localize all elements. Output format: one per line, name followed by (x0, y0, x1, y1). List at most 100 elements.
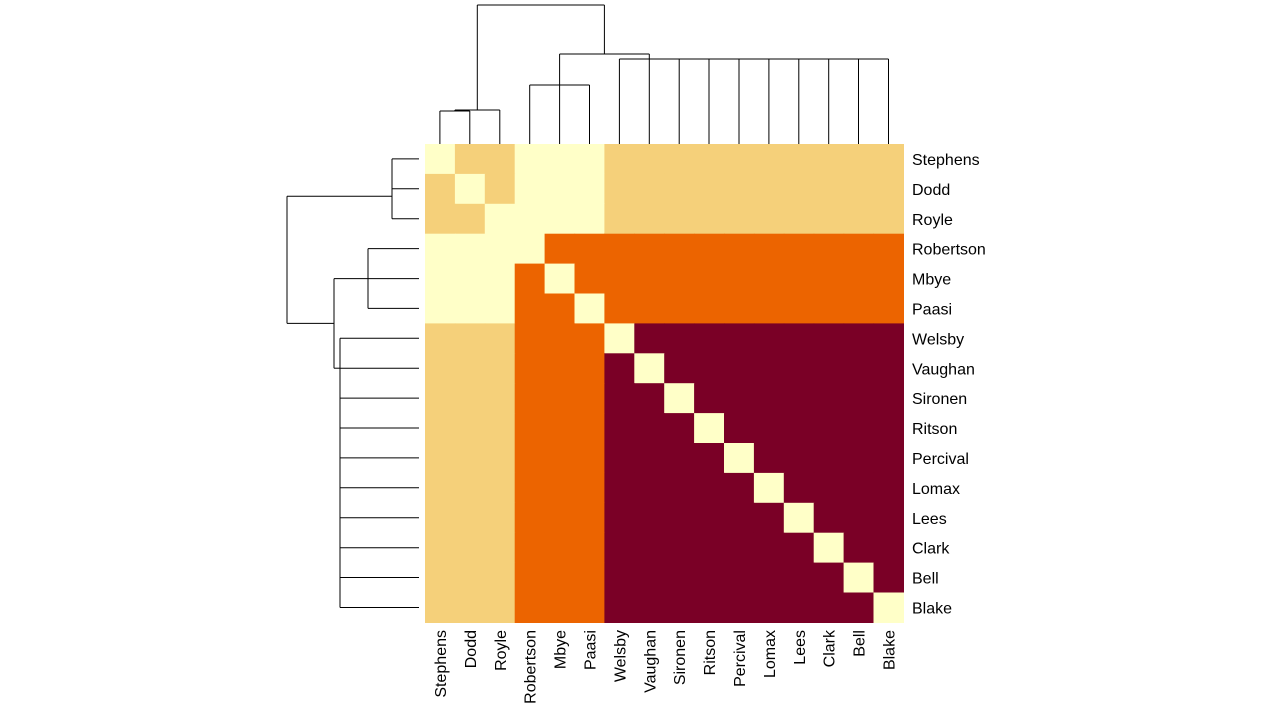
heatmap-cell-welsby-ritson (694, 323, 725, 354)
heatmap-cell-ritson-vaughan (634, 413, 665, 444)
heatmap-cell-paasi-lees (783, 293, 815, 324)
heatmap-cell-percival-dodd (454, 443, 486, 474)
column-label-bell: Bell (852, 630, 869, 657)
heatmap-cell-paasi-blake (873, 293, 904, 324)
heatmap-cell-sironen-bell (843, 383, 875, 414)
heatmap-cell-clark-mbye (544, 532, 576, 564)
heatmap-cell-ritson-sironen (664, 413, 695, 444)
heatmap-cell-dodd-lomax (753, 173, 785, 205)
column-labels: Stephens Dodd Royle Robertson Mbye Paasi Welsb… (433, 629, 899, 704)
heatmap-cell-percival-royle (484, 443, 516, 474)
heatmap-cell-lomax-lomax (753, 472, 785, 504)
heatmap-cell-stephens-welsby (604, 144, 635, 175)
heatmap-cell-percival-clark (813, 443, 845, 474)
heatmap-cell-blake-paasi (574, 592, 605, 623)
heatmap-cell-bell-percival (724, 562, 755, 594)
heatmap-cell-bell-bell (843, 562, 875, 594)
heatmap-cell-welsby-paasi (574, 323, 605, 354)
heatmap-cell-welsby-stephens (425, 323, 456, 354)
heatmap-cell-robertson-royle (484, 233, 516, 265)
row-label-stephens: Stephens (912, 152, 980, 169)
heatmap-cell-paasi-percival (724, 293, 755, 324)
heatmap-cell-paasi-lomax (753, 293, 785, 324)
column-label-vaughan: Vaughan (642, 630, 659, 693)
heatmap-cell-welsby-lomax (753, 323, 785, 354)
heatmap-cell-robertson-dodd (454, 233, 486, 265)
heatmap-cell-dodd-dodd (454, 173, 486, 205)
heatmap-cell-paasi-dodd (454, 293, 486, 324)
heatmap-cell-clark-blake (873, 532, 904, 564)
heatmap-cell-paasi-robertson (514, 293, 546, 324)
heatmap-cell-welsby-clark (813, 323, 845, 354)
heatmap-cell-percival-lomax (753, 443, 785, 474)
heatmap-cell-welsby-dodd (454, 323, 486, 354)
heatmap-cell-vaughan-lees (783, 353, 815, 384)
heatmap-cell-lees-blake (873, 502, 904, 534)
heatmap-cell-stephens-lomax (753, 144, 785, 175)
heatmap-cell-percival-bell (843, 443, 875, 474)
heatmap-cell-percival-blake (873, 443, 904, 474)
column-label-paasi: Paasi (582, 630, 599, 670)
heatmap-cell-sironen-dodd (454, 383, 486, 414)
heatmap-cell-sironen-vaughan (634, 383, 665, 414)
column-label-clark: Clark (822, 629, 839, 667)
heatmap-cell-lomax-percival (724, 472, 755, 504)
heatmap-cell-sironen-lees (783, 383, 815, 414)
heatmap-cell-blake-vaughan (634, 592, 665, 623)
heatmap-cell-robertson-clark (813, 233, 845, 265)
heatmap-cell-welsby-bell (843, 323, 875, 354)
heatmap-cell-bell-paasi (574, 562, 605, 594)
heatmap-cell-blake-lomax (753, 592, 785, 623)
column-label-lomax: Lomax (762, 630, 779, 678)
heatmap-cell-lees-mbye (544, 502, 576, 534)
heatmap-cell-robertson-stephens (425, 233, 456, 265)
heatmap-cell-stephens-mbye (544, 144, 576, 175)
heatmap-cell-clark-stephens (425, 532, 456, 564)
heatmap-cell-lees-vaughan (634, 502, 665, 534)
heatmap-cell-stephens-blake (873, 144, 904, 175)
heatmap-cell-ritson-robertson (514, 413, 546, 444)
column-label-ritson: Ritson (702, 630, 719, 675)
heatmap-cell-dodd-clark (813, 173, 845, 205)
heatmap-cell-royle-vaughan (634, 203, 665, 235)
heatmap-cell-lees-stephens (425, 502, 456, 534)
heatmap-cell-sironen-stephens (425, 383, 456, 414)
heatmap-cell-welsby-robertson (514, 323, 546, 354)
heatmap-cell-robertson-robertson (514, 233, 546, 265)
heatmap-cell-ritson-percival (724, 413, 755, 444)
heatmap-cell-vaughan-paasi (574, 353, 605, 384)
heatmap-cell-lomax-welsby (604, 472, 635, 504)
row-label-vaughan: Vaughan (912, 361, 975, 378)
heatmap-cell-mbye-clark (813, 263, 845, 295)
heatmap-cell-clark-robertson (514, 532, 546, 564)
row-label-dodd: Dodd (912, 182, 950, 199)
heatmap-cell-clark-royle (484, 532, 516, 564)
heatmap-cell-robertson-lomax (753, 233, 785, 265)
column-label-sironen: Sironen (672, 630, 689, 685)
heatmap-cell-lees-percival (724, 502, 755, 534)
heatmap-cell-mbye-blake (873, 263, 904, 295)
heatmap-cell-welsby-vaughan (634, 323, 665, 354)
heatmap-cell-dodd-vaughan (634, 173, 665, 205)
heatmap-cell-clark-percival (724, 532, 755, 564)
heatmap-cell-clark-sironen (664, 532, 695, 564)
heatmap-cell-royle-ritson (694, 203, 725, 235)
row-label-clark: Clark (912, 541, 950, 558)
heatmap-cell-blake-ritson (694, 592, 725, 623)
heatmap-cell-robertson-welsby (604, 233, 635, 265)
heatmap-cell-stephens-dodd (454, 144, 486, 175)
heatmap-cell-mbye-mbye (544, 263, 576, 295)
heatmap-cell-paasi-vaughan (634, 293, 665, 324)
heatmap-cell-welsby-royle (484, 323, 516, 354)
heatmap-cell-lomax-clark (813, 472, 845, 504)
column-label-dodd: Dodd (463, 630, 480, 668)
column-label-blake: Blake (881, 630, 898, 670)
heatmap-cell-robertson-paasi (574, 233, 605, 265)
column-label-royle: Royle (493, 630, 510, 671)
heatmap-cell-bell-lomax (753, 562, 785, 594)
heatmap-cell-paasi-sironen (664, 293, 695, 324)
heatmap-cell-ritson-royle (484, 413, 516, 444)
heatmap-cell-mbye-lomax (753, 263, 785, 295)
heatmap-cell-ritson-mbye (544, 413, 576, 444)
heatmap-cell-bell-sironen (664, 562, 695, 594)
